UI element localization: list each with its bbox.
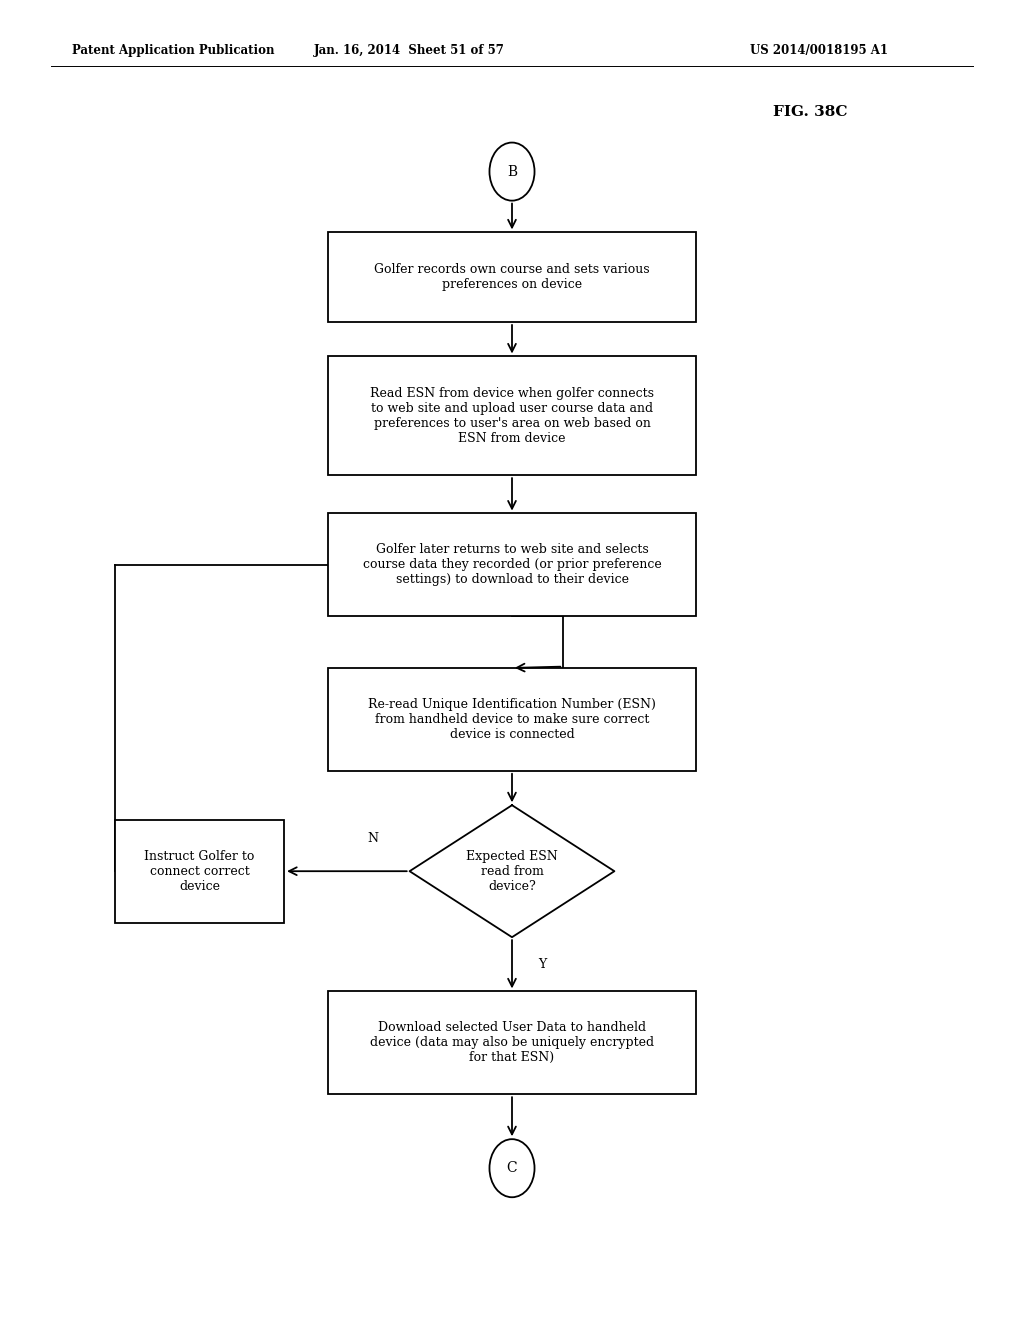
Text: N: N [367, 832, 378, 845]
Text: Read ESN from device when golfer connects
to web site and upload user course dat: Read ESN from device when golfer connect… [370, 387, 654, 445]
Text: Expected ESN
read from
device?: Expected ESN read from device? [466, 850, 558, 892]
Text: Instruct Golfer to
connect correct
device: Instruct Golfer to connect correct devic… [144, 850, 255, 892]
Text: Golfer later returns to web site and selects
course data they recorded (or prior: Golfer later returns to web site and sel… [362, 544, 662, 586]
Text: B: B [507, 165, 517, 178]
Text: US 2014/0018195 A1: US 2014/0018195 A1 [751, 44, 888, 57]
Text: Re-read Unique Identification Number (ESN)
from handheld device to make sure cor: Re-read Unique Identification Number (ES… [368, 698, 656, 741]
FancyBboxPatch shape [328, 356, 696, 475]
Text: Y: Y [539, 958, 547, 970]
FancyBboxPatch shape [328, 513, 696, 616]
Text: FIG. 38C: FIG. 38C [773, 106, 848, 119]
Text: C: C [507, 1162, 517, 1175]
FancyBboxPatch shape [328, 232, 696, 322]
Polygon shape [410, 805, 614, 937]
Text: Patent Application Publication: Patent Application Publication [72, 44, 274, 57]
FancyBboxPatch shape [328, 668, 696, 771]
Text: Download selected User Data to handheld
device (data may also be uniquely encryp: Download selected User Data to handheld … [370, 1022, 654, 1064]
Text: Golfer records own course and sets various
preferences on device: Golfer records own course and sets vario… [374, 263, 650, 292]
Circle shape [489, 143, 535, 201]
FancyBboxPatch shape [115, 820, 285, 923]
Circle shape [489, 1139, 535, 1197]
Text: Jan. 16, 2014  Sheet 51 of 57: Jan. 16, 2014 Sheet 51 of 57 [314, 44, 505, 57]
FancyBboxPatch shape [328, 991, 696, 1094]
